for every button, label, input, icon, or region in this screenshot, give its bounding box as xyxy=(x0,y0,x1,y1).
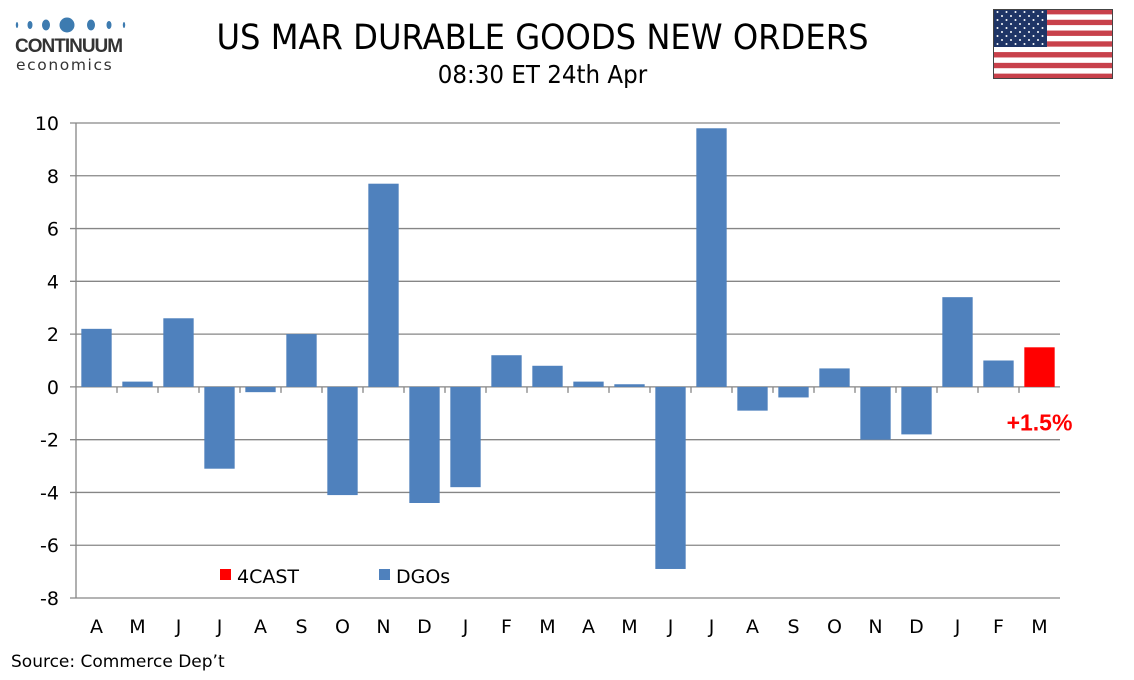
dgos-bar-2 xyxy=(163,318,194,387)
chart-subtitle: 08:30 ET 24th Apr xyxy=(437,60,648,89)
dgos-bar-17 xyxy=(778,386,809,398)
dgos-bar-15 xyxy=(696,128,727,387)
logo-dots-icon xyxy=(15,17,126,33)
x-tick-label: J xyxy=(216,616,223,638)
y-tick-label: 2 xyxy=(47,324,59,346)
y-tick-label: 0 xyxy=(47,377,59,399)
dgos-bar-12 xyxy=(573,381,604,387)
legend: 4CAST DGOs xyxy=(220,566,450,588)
y-tick-label: 4 xyxy=(47,271,59,293)
legend-label-4cast: 4CAST xyxy=(237,566,299,588)
dgos-bar-16 xyxy=(737,386,768,411)
y-tick-labels: 10 8 6 4 2 0 -2 -4 -6 -8 xyxy=(35,113,59,610)
y-tick-label: -4 xyxy=(40,482,59,504)
x-tick-label: F xyxy=(501,616,512,638)
dgos-bar-5 xyxy=(286,334,317,387)
dgos-bar-3 xyxy=(204,386,235,469)
x-tick-label: S xyxy=(787,616,799,638)
forecast-annotation: +1.5% xyxy=(1007,409,1073,435)
x-tick-label: A xyxy=(582,616,595,638)
y-tick-label: -6 xyxy=(40,535,59,557)
x-tick-label: F xyxy=(993,616,1004,638)
chart-title: US MAR DURABLE GOODS NEW ORDERS xyxy=(216,18,869,58)
x-tick-label: A xyxy=(90,616,103,638)
x-tick-label: J xyxy=(175,616,182,638)
logo-subtext: economics xyxy=(16,56,114,74)
bar-chart: 10 8 6 4 2 0 -2 -4 -6 -8 A M J J A S O N D J F M A M J J A S O N D J F M… xyxy=(35,113,1073,638)
x-tick-label: O xyxy=(827,616,842,638)
x-tick-label: N xyxy=(868,616,882,638)
x-tick-label: M xyxy=(539,616,555,638)
x-tick-label: A xyxy=(254,616,267,638)
dgos-bar-8 xyxy=(409,386,440,503)
dgos-bar-20 xyxy=(901,386,932,435)
x-tick-label: J xyxy=(954,616,961,638)
x-tick-label: M xyxy=(129,616,145,638)
y-tick-label: 8 xyxy=(47,166,59,188)
dgos-bar-4 xyxy=(245,386,276,393)
x-tick-label: N xyxy=(376,616,390,638)
dgos-bar-6 xyxy=(327,386,358,496)
dgos-bar-9 xyxy=(450,386,481,488)
y-tick-label: 6 xyxy=(47,219,59,241)
x-tick-label: J xyxy=(708,616,715,638)
dgos-bar-13 xyxy=(614,384,645,387)
x-tick-label: A xyxy=(746,616,759,638)
dgos-bar-7 xyxy=(368,183,399,387)
x-tick-label: D xyxy=(417,616,432,638)
us-flag-icon xyxy=(993,9,1113,79)
logo-wordmark: CONTINUUM xyxy=(15,36,123,57)
forecast-bar-23 xyxy=(1024,347,1055,387)
dgos-bar-21 xyxy=(942,297,973,387)
x-tick-label: M xyxy=(621,616,637,638)
x-tick-label: D xyxy=(909,616,924,638)
dgos-bar-1 xyxy=(122,381,153,387)
x-tick-label: M xyxy=(1031,616,1047,638)
y-tick-label: 10 xyxy=(35,113,59,135)
y-tick-label: -2 xyxy=(40,430,59,452)
legend-swatch-4cast xyxy=(220,569,231,580)
dgos-bar-19 xyxy=(860,386,891,440)
dgos-bar-10 xyxy=(491,355,522,387)
continuum-logo: CONTINUUM economics xyxy=(14,14,132,74)
dgos-bar-22 xyxy=(983,360,1014,387)
x-tick-label: J xyxy=(667,616,674,638)
dgos-bar-11 xyxy=(532,365,563,387)
legend-label-dgos: DGOs xyxy=(396,566,450,588)
x-tick-label: O xyxy=(335,616,350,638)
x-tick-label: S xyxy=(295,616,307,638)
x-tick-label: J xyxy=(462,616,469,638)
legend-swatch-dgos xyxy=(379,569,390,580)
dgos-bar-0 xyxy=(81,328,112,387)
y-tick-label: -8 xyxy=(40,588,59,610)
axes xyxy=(75,123,1020,598)
dgos-bar-14 xyxy=(655,386,686,569)
dgos-bar-18 xyxy=(819,368,850,387)
gridlines xyxy=(70,122,1060,599)
source-note: Source: Commerce Dep’t xyxy=(11,652,225,672)
bars xyxy=(81,128,1055,569)
